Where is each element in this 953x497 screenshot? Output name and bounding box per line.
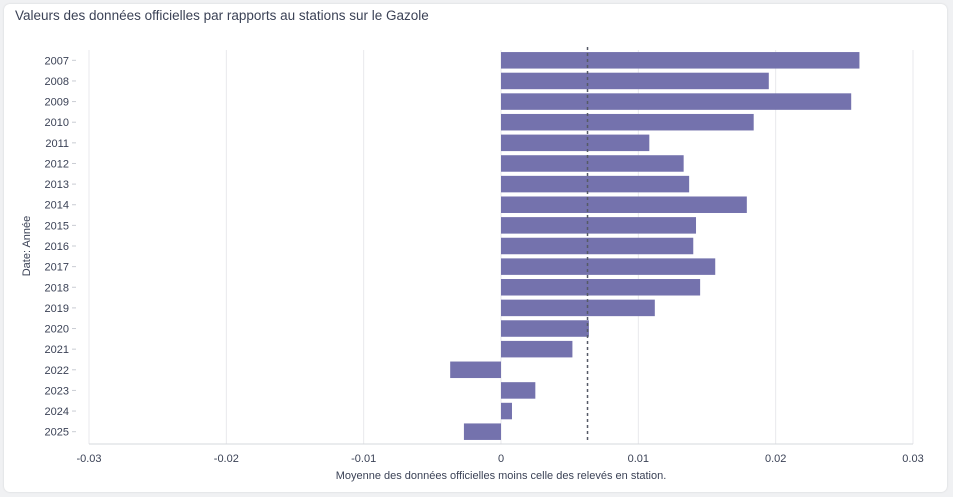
y-tick-2012: 2012 [45, 158, 69, 170]
y-tick-2011: 2011 [45, 138, 69, 150]
bar-2019[interactable] [501, 299, 655, 317]
chart-title: Valeurs des données officielles par rapp… [15, 8, 429, 23]
x-tick-labels: -0.03 -0.02 -0.01 0 0.01 0.02 0.03 [76, 453, 923, 465]
bar-2017[interactable] [501, 258, 716, 275]
bar-2007[interactable] [501, 52, 860, 69]
x-tick-0.02: 0.02 [765, 453, 786, 465]
y-tick-2009: 2009 [45, 97, 69, 109]
y-tick-2022: 2022 [45, 365, 69, 377]
bar-2015[interactable] [501, 217, 697, 234]
y-tick-2021: 2021 [45, 344, 69, 356]
y-tick-2025: 2025 [45, 427, 69, 439]
y-axis-label: Date: Année [21, 216, 33, 277]
bar-2016[interactable] [501, 237, 694, 255]
bar-2014[interactable] [501, 196, 747, 213]
y-tick-2023: 2023 [45, 385, 69, 397]
bar-2022[interactable] [450, 361, 501, 379]
x-tick--0.01: -0.01 [351, 453, 376, 465]
bar-2021[interactable] [501, 340, 573, 358]
y-tick-2013: 2013 [45, 179, 69, 191]
y-tick-2007: 2007 [45, 55, 69, 67]
y-tick-2018: 2018 [45, 282, 69, 294]
y-tick-2010: 2010 [45, 117, 69, 129]
bar-2024[interactable] [501, 402, 512, 420]
y-tick-2008: 2008 [45, 76, 69, 88]
bar-2020[interactable] [501, 320, 589, 337]
bar-2023[interactable] [501, 382, 536, 399]
x-tick--0.02: -0.02 [214, 453, 239, 465]
y-tick-2014: 2014 [45, 200, 69, 212]
x-tick-0: 0 [498, 453, 504, 465]
bar-2012[interactable] [501, 155, 684, 172]
bar-2013[interactable] [501, 175, 690, 193]
bar-2010[interactable] [501, 113, 754, 131]
x-tick-0.01: 0.01 [628, 453, 649, 465]
chart-card [4, 4, 947, 492]
bar-2009[interactable] [501, 93, 852, 110]
y-tick-2015: 2015 [45, 220, 69, 232]
x-axis-label: Moyenne des données officielles moins ce… [336, 470, 667, 482]
bar-2025[interactable] [463, 423, 501, 440]
bars [450, 52, 860, 440]
grid-lines [88, 50, 914, 445]
bar-2011[interactable] [501, 134, 650, 152]
y-tick-2024: 2024 [45, 406, 69, 418]
y-tick-labels: 2007 2008 2009 2010 2011 2012 2013 2014 2015 2016… [45, 55, 76, 439]
bar-2018[interactable] [501, 279, 701, 296]
x-tick--0.03: -0.03 [76, 453, 101, 465]
y-tick-2019: 2019 [45, 303, 69, 315]
bar-2008[interactable] [501, 72, 769, 90]
y-tick-2017: 2017 [45, 262, 69, 274]
x-tick-0.03: 0.03 [902, 453, 923, 465]
y-tick-2016: 2016 [45, 241, 69, 253]
y-tick-2020: 2020 [45, 324, 69, 336]
